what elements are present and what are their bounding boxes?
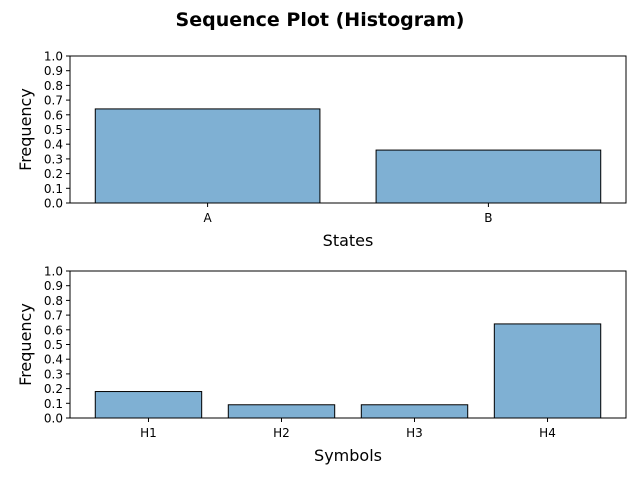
symbols-y-tick-label: 0.0 — [44, 412, 63, 426]
symbols-x-tick-label: H1 — [140, 426, 157, 440]
states-y-tick-label: 1.0 — [44, 50, 63, 64]
symbols-bar-h2 — [227, 404, 336, 419]
symbols-bar-h4 — [493, 323, 602, 419]
states-bar-b — [375, 149, 602, 204]
states-x-tick-label: A — [203, 211, 212, 225]
figure-title: Sequence Plot (Histogram) — [176, 9, 465, 31]
states-y-tick-label: 0.8 — [44, 79, 63, 93]
symbols-x-axis-label: Symbols — [314, 446, 382, 465]
symbols-y-tick-label: 0.8 — [44, 294, 63, 308]
symbols-y-tick-label: 0.9 — [44, 279, 63, 293]
states-y-tick-label: 0.7 — [44, 94, 63, 108]
states-x-tick-label: B — [484, 211, 492, 225]
symbols-y-tick-label: 0.4 — [44, 353, 63, 367]
symbols-x-tick-label: H3 — [406, 426, 423, 440]
states-bar-a — [94, 108, 321, 204]
states-y-tick-label: 0.3 — [44, 152, 63, 166]
symbols-bar-h1 — [94, 391, 203, 419]
states-x-axis-label: States — [323, 231, 374, 250]
states-y-tick-label: 0.0 — [44, 197, 63, 211]
symbols-x-tick-label: H4 — [539, 426, 556, 440]
symbols-chart: H1 H2 H3 H4 0.00.10.20.30.40.50.60.70.80.91.… — [16, 265, 627, 465]
symbols-y-tick-label: 1.0 — [44, 265, 63, 279]
symbols-y-tick-label: 0.1 — [44, 397, 63, 411]
states-y-tick-label: 0.2 — [44, 167, 63, 181]
states-y-tick-label: 0.6 — [44, 108, 63, 122]
symbols-bar-h3 — [360, 404, 469, 419]
states-y-tick-label: 0.1 — [44, 182, 63, 196]
symbols-y-tick-label: 0.2 — [44, 382, 63, 396]
symbols-y-tick-label: 0.5 — [44, 338, 63, 352]
states-y-tick-label: 0.4 — [44, 138, 63, 152]
states-axes-frame — [69, 55, 627, 204]
symbols-y-tick-label: 0.7 — [44, 309, 63, 323]
states-y-axis-label: Frequency — [16, 88, 35, 171]
symbols-y-axis-label: Frequency — [16, 303, 35, 386]
states-y-tick-label: 0.9 — [44, 64, 63, 78]
states-y-tick-label: 0.5 — [44, 123, 63, 137]
symbols-x-tick-label: H2 — [273, 426, 290, 440]
symbols-y-tick-label: 0.3 — [44, 367, 63, 381]
symbols-y-tick-label: 0.6 — [44, 323, 63, 337]
states-chart: A B 0.00.10.20.30.40.50.60.70.80.91.0 State… — [16, 50, 627, 250]
symbols-axes-frame — [69, 270, 627, 419]
